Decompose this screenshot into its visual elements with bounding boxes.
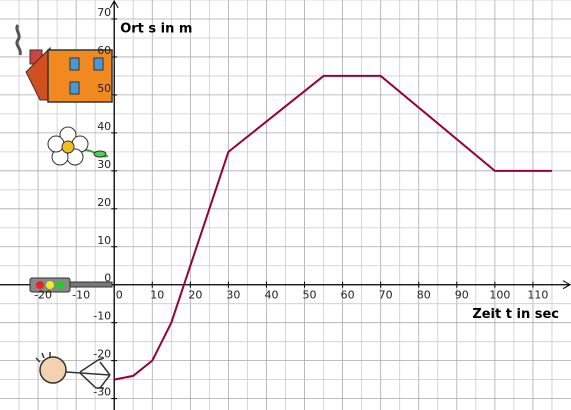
y-axis-label: Ort s in m [120, 22, 192, 37]
x-tick-label: -10 [72, 289, 90, 302]
house-icon [15, 24, 113, 103]
series-line [114, 74, 552, 381]
y-tick-label: 70 [97, 6, 111, 19]
y-tick-label: 50 [97, 82, 111, 95]
y-tick-label: 30 [97, 158, 111, 171]
y-axis-arrow [109, 0, 119, 9]
x-axis-arrow [562, 280, 571, 290]
labels: -20 -10 0 10 20 30 40 50 60 70 80 90 100 110-30-20-10… [34, 6, 559, 399]
x-tick-label: 90 [455, 289, 469, 302]
x-tick-label: -20 [34, 289, 52, 302]
x-axis-label: Zeit t in sec [472, 307, 559, 322]
y-tick-label: 40 [97, 120, 111, 133]
traffic-light-icon [29, 277, 113, 293]
y-tick-label: 10 [97, 234, 111, 247]
x-tick-label: 80 [417, 289, 431, 302]
x-tick-label: 10 [150, 289, 164, 302]
y-tick-label: 20 [97, 196, 111, 209]
x-tick-label: 60 [341, 289, 355, 302]
y-tick-label: -20 [93, 348, 111, 361]
flower-icon [47, 126, 109, 166]
x-tick-label: 110 [527, 289, 548, 302]
y-tick-label: 60 [97, 44, 111, 57]
x-tick-label: 30 [226, 289, 240, 302]
x-tick-label: 100 [489, 289, 510, 302]
plot [114, 74, 552, 381]
y-tick-label: -30 [93, 386, 111, 399]
x-tick-label: 0 [116, 289, 123, 302]
icons [15, 24, 113, 389]
y-tick-label: 0 [104, 272, 111, 285]
x-tick-label: 20 [188, 289, 202, 302]
x-tick-label: 70 [379, 289, 393, 302]
x-tick-label: 40 [264, 289, 278, 302]
x-tick-label: 50 [303, 289, 317, 302]
y-tick-label: -10 [93, 310, 111, 323]
person-icon [35, 352, 111, 389]
